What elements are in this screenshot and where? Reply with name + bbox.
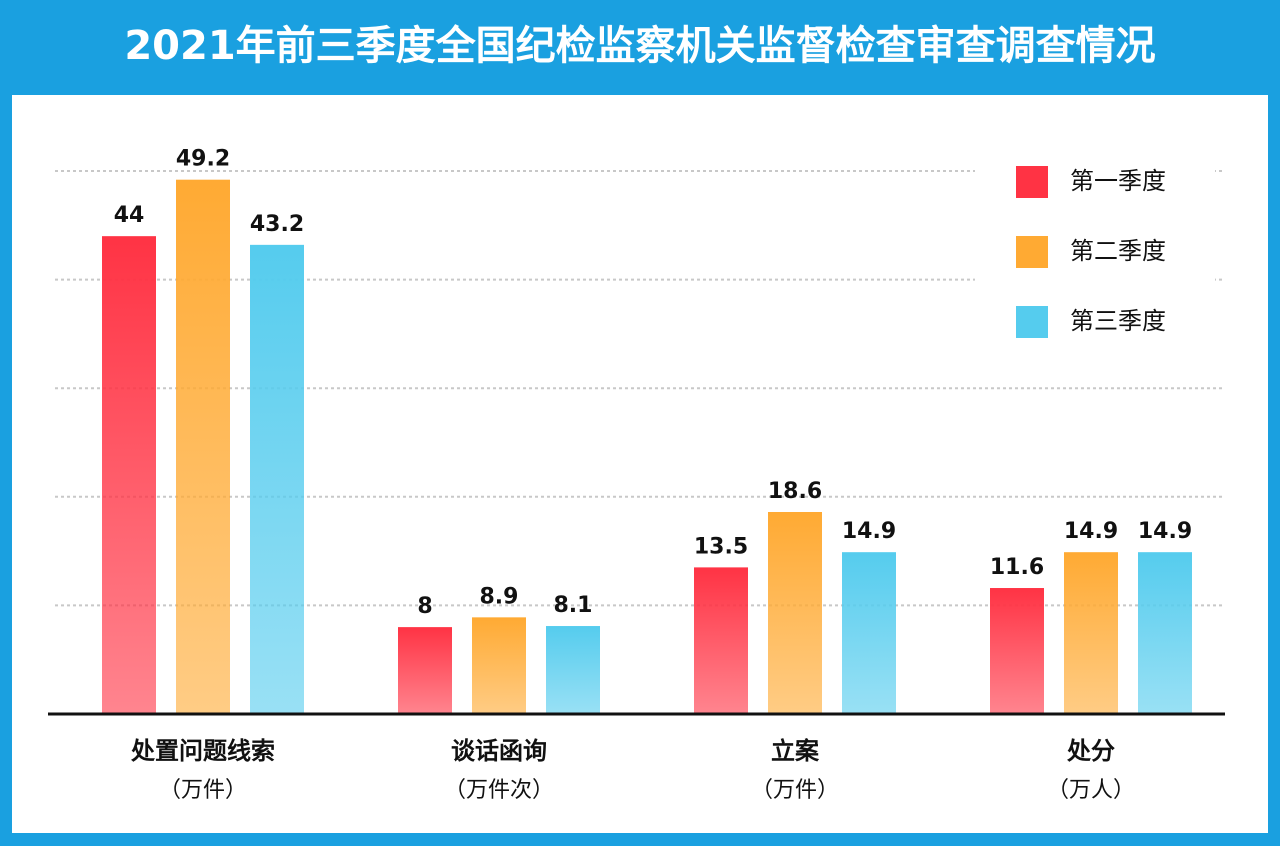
bar [694, 567, 748, 714]
data-label: 8.9 [480, 584, 519, 609]
x-tick-label: 处置问题线索 [130, 737, 275, 765]
legend-swatch [1016, 166, 1048, 198]
bar [768, 512, 822, 714]
data-label: 43.2 [250, 212, 304, 237]
legend-bg [975, 150, 1215, 350]
x-tick-label: 谈话函询 [451, 737, 547, 765]
legend-label: 第三季度 [1070, 307, 1166, 335]
bar [398, 627, 452, 714]
x-tick-unit: （万件次） [444, 778, 554, 803]
legend-swatch [1016, 306, 1048, 338]
chart-title: 2021年前三季度全国纪检监察机关监督检查审查调查情况 [124, 23, 1155, 69]
bar [842, 552, 896, 714]
data-label: 14.9 [842, 519, 896, 544]
data-label: 49.2 [176, 147, 230, 172]
data-label: 8.1 [554, 593, 593, 618]
x-tick-unit: （万件） [159, 778, 247, 803]
x-tick-unit: （万人） [1047, 778, 1135, 803]
legend-label: 第二季度 [1070, 237, 1166, 265]
x-tick-label: 处分 [1066, 737, 1115, 765]
data-label: 8 [417, 594, 432, 619]
data-label: 14.9 [1138, 519, 1192, 544]
data-label: 11.6 [990, 555, 1044, 580]
legend-swatch [1016, 236, 1048, 268]
x-tick-unit: （万件） [751, 778, 839, 803]
bar [250, 244, 304, 714]
data-label: 18.6 [768, 479, 822, 504]
data-label: 13.5 [694, 534, 748, 559]
bar [546, 626, 600, 714]
data-label: 14.9 [1064, 519, 1118, 544]
x-tick-label: 立案 [771, 737, 820, 765]
bar [102, 236, 156, 714]
data-label: 44 [114, 203, 145, 228]
bar [1138, 552, 1192, 714]
bar [990, 588, 1044, 714]
bar [472, 617, 526, 714]
bar [1064, 552, 1118, 714]
legend-label: 第一季度 [1070, 167, 1166, 195]
bar [176, 179, 230, 715]
